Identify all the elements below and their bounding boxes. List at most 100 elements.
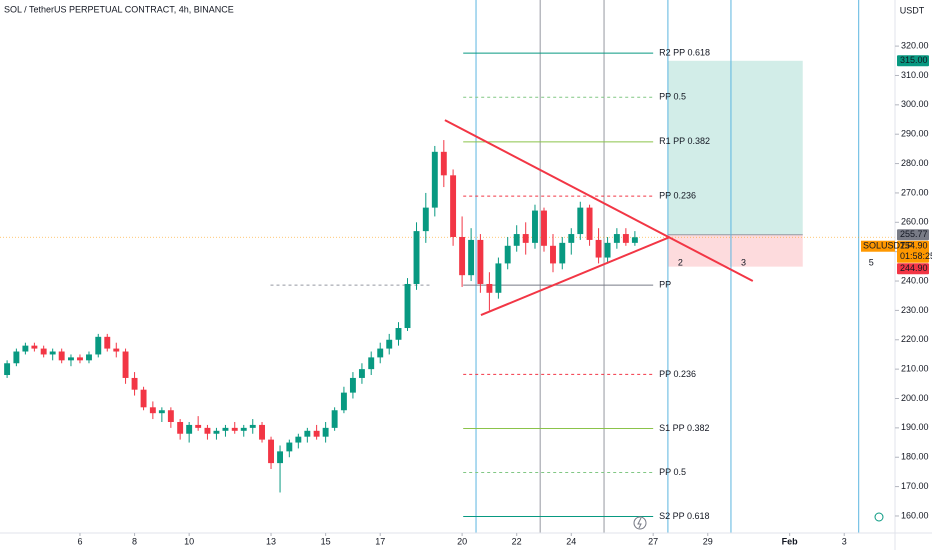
pivot-label: PP 0.236 <box>659 191 696 201</box>
candle-body <box>468 239 475 276</box>
candle-body <box>40 348 47 355</box>
candle-body <box>322 427 329 437</box>
candle-body <box>295 436 302 443</box>
candle-body <box>440 151 447 176</box>
candle-body <box>13 351 20 364</box>
y-tick-label: 230.00 <box>901 305 929 315</box>
candle-body <box>386 339 393 349</box>
pivot-label: PP <box>659 280 671 290</box>
x-tick-label: 27 <box>648 536 658 546</box>
pivot-label: S1 PP 0.382 <box>659 423 709 433</box>
candle-body <box>413 231 420 284</box>
x-tick-label: 24 <box>566 536 576 546</box>
currency: USDT <box>900 5 925 15</box>
y-tick-label: 190.00 <box>901 422 929 432</box>
candle-body <box>249 424 256 428</box>
price-label: 244.90 <box>900 263 928 273</box>
candle-body <box>395 328 402 340</box>
price-label: 255.77 <box>900 229 928 239</box>
price-label-box <box>897 55 929 67</box>
y-tick-label: 160.00 <box>901 510 929 520</box>
candle-body <box>532 210 538 243</box>
candle-body <box>349 377 356 393</box>
candle-body <box>268 439 274 464</box>
x-tick-label: 13 <box>266 536 276 546</box>
candle-body <box>167 410 174 422</box>
pivot-label: S2 PP 0.618 <box>659 511 709 521</box>
profit-zone <box>667 60 803 235</box>
candle-body <box>231 427 238 431</box>
price-label-box <box>897 263 929 275</box>
price-label-box <box>897 229 929 241</box>
pivot-label: R2 PP 0.618 <box>659 48 710 58</box>
y-tick-label: 170.00 <box>901 481 929 491</box>
y-tick-label: 280.00 <box>901 158 929 168</box>
x-tick-label: 8 <box>132 536 137 546</box>
candle-body <box>240 427 247 431</box>
cycle-label: 3 <box>741 257 746 267</box>
y-tick-label: 260.00 <box>901 217 929 227</box>
candle-body <box>195 424 202 428</box>
candle-body <box>541 210 547 246</box>
candle-body <box>49 351 56 355</box>
symbol-tag-box <box>861 240 895 252</box>
y-tick-label: 200.00 <box>901 393 929 403</box>
y-tick-label: 310.00 <box>901 70 929 80</box>
plot-area: 2 3 5 R2 PP 0.618 PP 0.5 R1 PP 0.382 PP 0.236 P… <box>0 0 895 533</box>
symbol-tag: SOLUSDT.P <box>863 241 913 251</box>
candle-body <box>586 207 593 240</box>
candle-body <box>259 424 265 440</box>
candle-body <box>477 239 484 284</box>
y-tick-label: 240.00 <box>901 275 929 285</box>
candle-body <box>368 357 375 370</box>
candle-body <box>422 207 429 232</box>
candle-body <box>286 442 293 452</box>
y-tick-label: 180.00 <box>901 452 929 462</box>
candle-body <box>331 410 338 428</box>
candle-body <box>577 207 584 235</box>
candle-body <box>495 263 502 293</box>
candle-body <box>550 245 556 264</box>
candle-body <box>404 283 411 329</box>
candle-body <box>459 236 466 276</box>
candle-body <box>513 234 520 246</box>
candle-body <box>86 354 92 361</box>
lightning-icon[interactable] <box>633 516 647 530</box>
price-label-box <box>897 240 929 263</box>
x-tick-label: 3 <box>842 536 847 546</box>
candle-body <box>122 351 129 378</box>
y-tick-label: 220.00 <box>901 334 929 344</box>
chart-title: SOL / TetherUS PERPETUAL CONTRACT, 4h, B… <box>4 4 234 14</box>
candle-body <box>450 175 457 237</box>
candle-body <box>358 369 365 378</box>
candle-body <box>77 357 83 361</box>
candle-body <box>95 336 102 355</box>
y-tick-label: 300.00 <box>901 99 929 109</box>
x-tick-label: 15 <box>321 536 331 546</box>
trend-line <box>444 119 754 282</box>
settings-icon[interactable] <box>874 512 884 522</box>
candle-body <box>149 407 156 414</box>
candle-body <box>504 245 511 264</box>
price-label: 315.00 <box>900 55 928 65</box>
candle-body <box>186 424 193 434</box>
trend-line <box>480 236 671 317</box>
candle-body <box>522 234 529 243</box>
candle-body <box>568 234 575 243</box>
candle-body <box>595 239 602 258</box>
price-label: 254.90 <box>900 241 928 251</box>
pivot-label: PP 0.5 <box>659 467 686 477</box>
candle-body <box>104 336 111 349</box>
loss-zone <box>667 234 803 267</box>
candle-body <box>4 363 11 376</box>
candle-body <box>604 242 611 258</box>
y-tick-label: 210.00 <box>901 364 929 374</box>
candle-body <box>377 348 384 358</box>
candle-body <box>177 421 184 434</box>
x-tick-label: 10 <box>184 536 194 546</box>
candle-body <box>222 427 229 431</box>
x-tick-label: 17 <box>375 536 385 546</box>
candle-body <box>622 234 629 243</box>
countdown: 01:58:25 <box>900 251 932 261</box>
candle-body <box>613 234 620 243</box>
